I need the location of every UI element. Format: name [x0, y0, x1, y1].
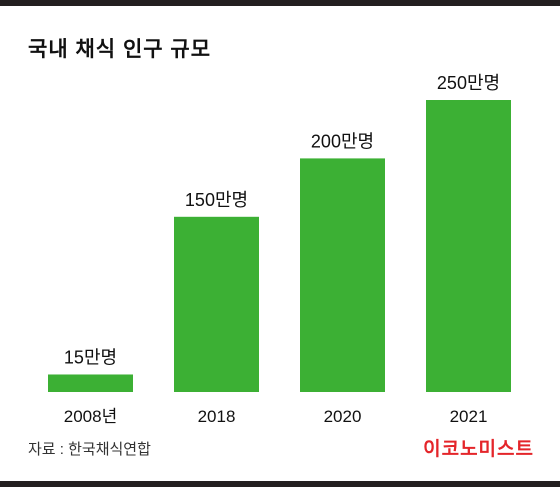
x-tick-label-2021: 2021 — [450, 407, 488, 426]
data-label-2008: 15만명 — [64, 347, 117, 367]
data-label-2018: 150만명 — [185, 190, 248, 210]
bar-2008 — [48, 374, 133, 392]
data-label-2021: 250만명 — [437, 73, 500, 93]
bar-2018 — [174, 216, 259, 392]
x-tick-label-2020: 2020 — [324, 407, 362, 426]
data-label-2020: 200만명 — [311, 131, 374, 151]
x-tick-label-2018: 2018 — [198, 407, 236, 426]
bottom-rule — [0, 481, 560, 487]
bar-2021 — [426, 100, 511, 392]
top-rule — [0, 0, 560, 6]
chart-title: 국내 채식 인구 규모 — [28, 38, 212, 61]
brand-logo: 이코노미스트 — [423, 439, 534, 460]
source-note: 자료 : 한국채식연합 — [28, 441, 151, 458]
bar-2020 — [300, 158, 385, 392]
x-tick-label-2008: 2008년 — [64, 407, 117, 426]
